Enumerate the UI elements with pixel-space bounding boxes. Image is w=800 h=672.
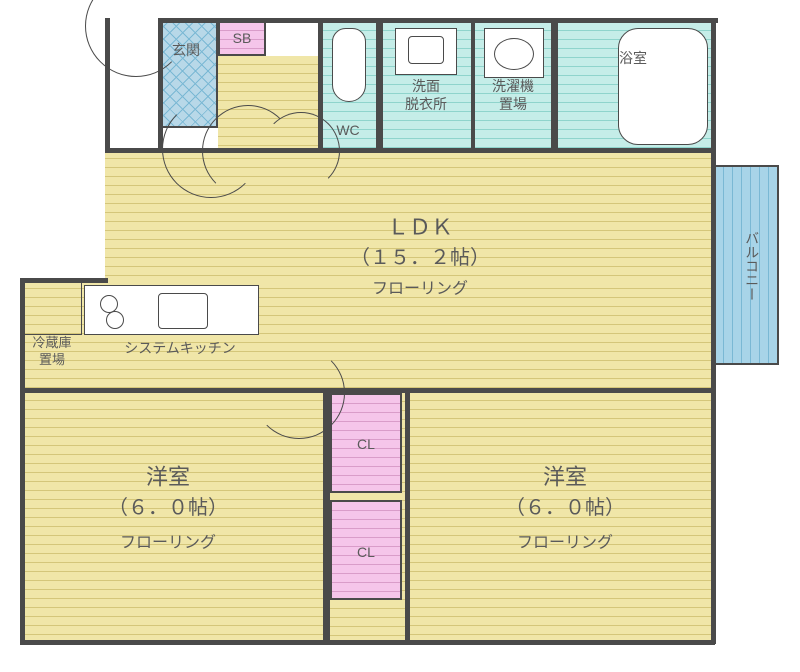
door-swing — [262, 112, 340, 190]
wall-segment — [20, 278, 108, 283]
bathtub — [618, 28, 708, 145]
wall-segment — [711, 388, 716, 644]
room-label: 洗濯機 置場 — [492, 77, 534, 113]
room-label: フローリング — [372, 280, 468, 301]
wall-segment — [553, 18, 558, 150]
room-label: SB — [233, 29, 252, 47]
room-label: システムキッチン — [124, 339, 236, 357]
room-label: 洗面 脱衣所 — [405, 77, 447, 113]
room-label: ＬＤＫ — [387, 214, 453, 243]
wall-segment — [378, 18, 383, 150]
kitchen-sink — [158, 293, 208, 329]
room-label: 浴室 — [619, 49, 647, 67]
room-label: バルコニー — [743, 231, 761, 301]
room-label: CL — [357, 435, 375, 453]
door-swing — [162, 100, 260, 198]
room-label: 冷蔵庫 置場 — [32, 335, 71, 369]
room-label: 洋室 — [146, 464, 190, 493]
stove-burner — [106, 311, 124, 329]
room-label: （１５．２帖） — [350, 245, 490, 271]
room-label: （６．０帖） — [108, 495, 228, 521]
wall-segment — [405, 388, 410, 642]
room-label: 洋室 — [543, 464, 587, 493]
wall-segment — [20, 388, 715, 393]
door-swing — [253, 347, 345, 439]
room-label: WC — [336, 121, 359, 139]
wall-segment — [158, 18, 718, 23]
room-label: フローリング — [120, 534, 216, 555]
room-box — [22, 280, 82, 335]
room-label: CL — [357, 543, 375, 561]
room-label: 玄関 — [172, 41, 200, 59]
wall-segment — [20, 640, 715, 645]
room-label: フローリング — [517, 534, 613, 555]
floorplan-container: 玄関 SB WC 洗面 脱衣所 洗濯機 置場 浴室冷蔵庫 置場 システムキッチン ＬＤＫ（１５… — [0, 0, 800, 672]
washbasin-bowl — [408, 36, 444, 64]
room-label: （６．０帖） — [505, 495, 625, 521]
toilet-icon — [332, 28, 366, 102]
wall-segment — [711, 18, 716, 390]
wall-segment — [20, 278, 25, 643]
washer-drum — [494, 38, 534, 70]
